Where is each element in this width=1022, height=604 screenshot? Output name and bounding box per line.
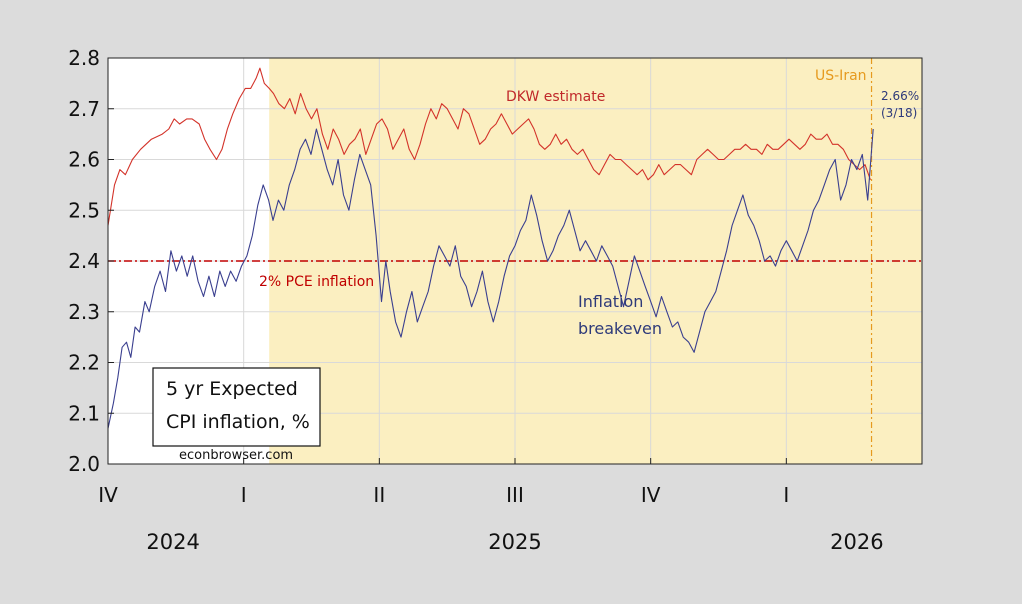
y-tick-label: 2.4 <box>68 249 100 273</box>
breakeven-series-label-line1: Inflation <box>578 292 643 311</box>
chart-title-line1: 5 yr Expected <box>166 378 298 400</box>
series-line-breakeven <box>107 128 874 429</box>
year-label: 2026 <box>830 530 883 554</box>
x-tick-label: II <box>373 483 385 507</box>
chart-title-line2: CPI inflation, % <box>166 411 310 433</box>
source-label: econbrowser.com <box>179 448 293 463</box>
x-tick-label: I <box>241 483 247 507</box>
title-box <box>152 367 321 447</box>
year-label: 2024 <box>146 530 199 554</box>
series-line-dkw <box>107 67 871 226</box>
end-date-annotation: (3/18) <box>881 106 917 120</box>
year-label: 2025 <box>488 530 541 554</box>
x-tick-label: III <box>506 483 524 507</box>
x-tick-label: IV <box>98 483 118 507</box>
breakeven-series-label-line2: breakeven <box>578 319 662 338</box>
y-tick-label: 2.5 <box>68 198 100 222</box>
event-line-label: US-Iran <box>815 68 867 84</box>
y-tick-label: 2.7 <box>68 97 100 121</box>
dkw-series-label: DKW estimate <box>506 89 605 105</box>
y-tick-label: 2.3 <box>68 300 100 324</box>
y-tick-label: 2.6 <box>68 148 100 172</box>
y-tick-label: 2.1 <box>68 401 100 425</box>
series-layer <box>107 67 874 429</box>
y-tick-label: 2.8 <box>68 46 100 70</box>
x-tick-label: IV <box>641 483 661 507</box>
y-tick-label: 2.2 <box>68 351 100 375</box>
y-tick-label: 2.0 <box>68 452 100 476</box>
end-value-annotation: 2.66% <box>881 89 919 103</box>
reference-line-label: 2% PCE inflation <box>259 274 374 290</box>
x-tick-label: I <box>783 483 789 507</box>
y-axis-ticks: 2.0 2.1 2.2 2.3 2.4 2.5 2.6 2.7 2.8 <box>68 46 114 476</box>
